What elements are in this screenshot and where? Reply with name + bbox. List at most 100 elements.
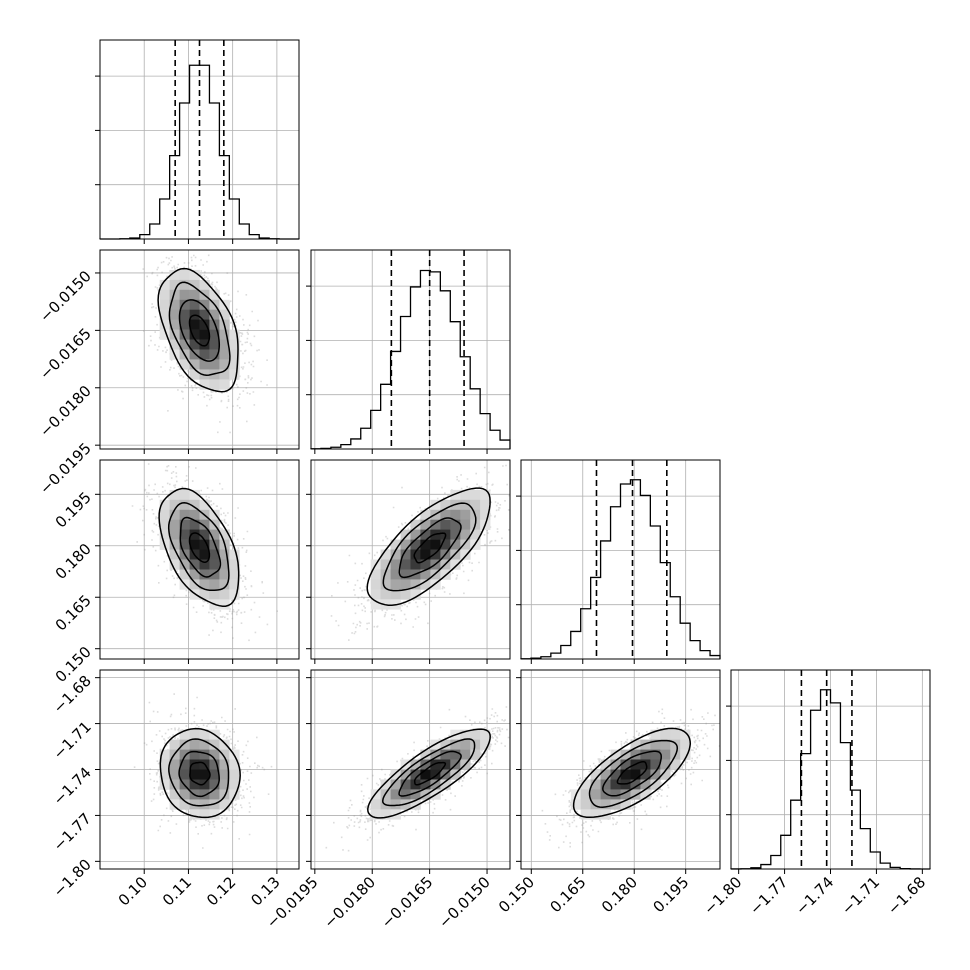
density-cell [470,529,481,540]
density-cell [480,489,491,501]
y-tick-label: −1.80 [50,855,95,900]
density-panel-0-1 [99,249,300,450]
density-cell [660,739,671,750]
contour-line [168,281,231,376]
density-panel-0-2 [99,459,300,660]
density-cell [209,549,220,560]
density-cell [620,779,631,790]
y-axis-1: −0.0195−0.0180−0.0165−0.0150 [36,267,100,498]
density-cell [460,739,471,750]
density-cell [420,519,431,530]
density-cell [159,759,170,770]
panel-frame [99,459,300,660]
density-cell [179,499,190,511]
density-cell [630,749,641,760]
density-cell [430,539,441,550]
density-cell [189,509,200,521]
density-cell [440,739,451,750]
density-cell [650,759,661,770]
hist-panel-0 [95,39,300,240]
density-cell [440,509,451,521]
density-cell [199,569,210,580]
x-tick-label: −1.77 [746,873,791,918]
density-cell [420,779,431,790]
density-cell [179,529,190,540]
density-cell [650,749,661,760]
density-cell [199,329,210,340]
density-cell [199,359,210,370]
density-cell [590,809,601,820]
density-cell [450,559,461,570]
y-tick-label: 0.180 [52,540,95,583]
density-cell [460,749,471,760]
contour-line [159,727,241,819]
density-cell [179,769,190,780]
density-cell [209,369,220,380]
density-cell [179,329,190,340]
density-cell [610,789,621,800]
density-cell [410,539,421,550]
density-cell [179,559,190,570]
density-cell [159,519,170,530]
y-tick-label: −1.77 [50,810,95,855]
density-cell [460,549,471,560]
density-cell [219,739,230,750]
density-cell [420,769,431,780]
x-tick-label: −0.0180 [320,873,379,932]
contour-line [367,728,491,819]
density-cell [440,519,451,530]
density-cell [229,549,240,560]
density-cell [229,769,240,780]
density-cell [169,539,180,550]
panel-frame [310,249,511,450]
density-cell [650,779,661,790]
density-cell [199,729,210,740]
density-cell [600,789,611,800]
panel-frame [520,459,721,660]
density-cell [410,789,421,800]
x-tick-label: 0.12 [203,873,239,909]
density-cell [229,339,240,350]
density-cell [390,549,401,560]
density-cell [390,569,401,580]
density-cell [219,349,230,360]
density-cell [630,739,641,750]
density-cell [219,599,230,610]
density-cell [179,569,190,580]
density-cell [199,349,210,360]
density-cell [480,509,491,521]
density-cell [660,759,671,770]
density-cell [199,749,210,760]
density-cell [430,499,441,511]
density-cell [430,759,441,770]
density-cell [159,299,170,311]
contour-line [366,487,491,606]
density-cell [179,299,190,311]
density-cell [420,559,431,570]
density-cell [640,739,651,750]
density-cell [390,779,401,790]
density-cell [199,339,210,350]
density-cell [189,529,200,540]
density-cell [420,529,431,540]
density-cell [580,799,591,810]
density-cell [189,349,200,360]
density-cell [400,549,411,560]
x-tick-label: 0.180 [598,873,641,916]
density-cell [600,759,611,770]
density-cell [169,509,180,521]
density-cell [219,759,230,770]
hist-panel-2 [516,459,721,660]
density-cell [600,769,611,780]
density-cell [209,559,220,570]
density-cell [400,769,411,780]
contour-line [572,727,692,819]
hist-panel-1 [306,249,511,450]
density-cell [189,319,200,330]
density-cell [420,539,431,550]
density-cell [380,779,391,790]
x-tick-label: −1.74 [792,873,837,918]
x-tick-label: 0.10 [115,873,151,909]
density-cell [480,739,491,750]
contour-line [188,314,211,347]
